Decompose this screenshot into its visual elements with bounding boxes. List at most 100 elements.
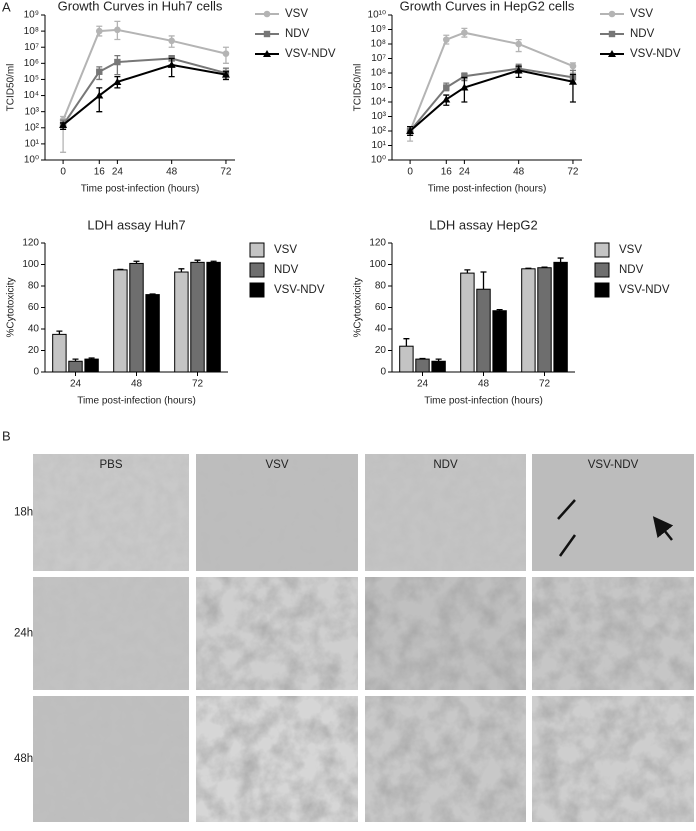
- chart-title: Growth Curves in HepG2 cells: [400, 0, 575, 13]
- x-tick-label: 72: [220, 167, 232, 178]
- panel-label: A: [2, 0, 11, 14]
- legend-label: VSV-NDV: [285, 48, 336, 60]
- y-tick-label: 80: [28, 281, 40, 292]
- bar: [399, 345, 414, 373]
- y-tick-label: 10⁷: [24, 42, 39, 53]
- y-axis-label: %Cytotoxicity: [6, 277, 17, 337]
- marker: [168, 37, 175, 45]
- micrograph-texture: [196, 454, 358, 571]
- legend-swatch: [249, 282, 265, 298]
- y-tick-label: 10¹: [372, 140, 387, 151]
- micrograph-texture: [33, 454, 189, 571]
- y-axis-label: %Cytotoxicity: [353, 277, 364, 337]
- series-line: [409, 31, 574, 132]
- column-label: VSV: [265, 459, 288, 471]
- y-tick-label: 0: [380, 367, 386, 378]
- micrograph-texture: [532, 577, 694, 690]
- marker: [222, 50, 230, 57]
- bar: [415, 358, 430, 373]
- x-tick-label: 24: [417, 379, 429, 390]
- column-label: PBS: [99, 459, 122, 471]
- error-bar: [464, 269, 471, 274]
- marker: [167, 60, 176, 68]
- y-tick-label: 10⁴: [24, 90, 39, 101]
- micrograph-texture: [196, 577, 358, 690]
- y-tick-label: 80: [375, 281, 387, 292]
- column-label: VSV-NDV: [588, 459, 639, 471]
- error-bar: [96, 87, 103, 113]
- legend-label: VSV: [619, 244, 642, 256]
- legend-label: VSV: [285, 8, 308, 20]
- bar: [190, 261, 205, 373]
- y-tick-label: 10²: [25, 122, 40, 133]
- legend-swatch: [594, 242, 610, 258]
- y-tick-label: 10⁸: [24, 26, 39, 37]
- y-tick-label: 20: [375, 345, 387, 356]
- y-tick-label: 10⁹: [371, 24, 386, 35]
- series-line: [62, 57, 227, 126]
- y-tick-label: 10⁷: [371, 53, 386, 64]
- bar: [174, 271, 189, 373]
- bar: [113, 269, 128, 373]
- marker: [442, 36, 450, 43]
- x-tick-label: 72: [192, 379, 204, 390]
- legend-label: NDV: [285, 28, 310, 40]
- x-tick-label: 0: [407, 167, 413, 178]
- marker: [406, 127, 415, 134]
- x-axis-label: Time post-infection (hours): [424, 396, 543, 407]
- marker: [95, 91, 104, 99]
- legend-label: NDV: [630, 28, 655, 40]
- x-tick-label: 72: [539, 379, 551, 390]
- y-tick-label: 10⁹: [24, 10, 39, 21]
- error-bar: [557, 257, 564, 263]
- marker: [59, 120, 68, 128]
- bar: [431, 360, 446, 373]
- y-tick-label: 40: [375, 324, 387, 335]
- legend-label: VSV: [274, 244, 297, 256]
- chart: Growth Curves in HepG2 cells Time post-in…: [353, 0, 681, 195]
- chart: Growth Curves in Huh7 cells Time post-inf…: [6, 0, 336, 195]
- bar: [206, 261, 221, 373]
- micrograph-texture: [365, 577, 526, 690]
- bar: [476, 288, 491, 373]
- marker: [114, 58, 121, 66]
- micrograph-texture: [33, 577, 189, 690]
- x-axis-label: Time post-infection (hours): [77, 396, 196, 407]
- bar: [492, 310, 507, 373]
- y-tick-label: 10³: [25, 106, 40, 117]
- legend-label: VSV-NDV: [619, 284, 670, 296]
- error-bar: [56, 330, 63, 335]
- marker: [263, 30, 271, 38]
- y-tick-label: 10⁶: [371, 68, 386, 79]
- micrograph-texture: [196, 696, 358, 822]
- marker: [114, 26, 121, 34]
- micrograph-texture: [33, 696, 189, 822]
- y-tick-label: 10⁵: [24, 74, 39, 85]
- chart: LDH assay Huh7 Time post-infection (hours…: [6, 217, 325, 406]
- legend-swatch: [249, 262, 265, 278]
- marker: [515, 40, 522, 48]
- y-tick-label: 10⁰: [24, 155, 39, 166]
- legend-swatch: [249, 242, 265, 258]
- y-tick-label: 20: [28, 345, 40, 356]
- row-label: 18h: [14, 507, 33, 519]
- y-tick-label: 10⁵: [371, 82, 386, 93]
- y-tick-label: 40: [28, 324, 40, 335]
- error-bar: [403, 338, 410, 347]
- marker: [608, 10, 616, 18]
- marker: [460, 83, 469, 91]
- y-tick-label: 10⁸: [371, 39, 386, 50]
- marker: [608, 30, 616, 38]
- row-label: 48h: [14, 753, 33, 765]
- marker: [221, 70, 230, 78]
- y-tick-label: 10¹: [25, 139, 40, 150]
- x-tick-label: 48: [478, 379, 490, 390]
- marker: [461, 29, 468, 37]
- x-tick-label: 48: [166, 167, 178, 178]
- marker: [263, 10, 271, 18]
- micrograph-texture: [532, 454, 694, 571]
- marker: [461, 73, 468, 80]
- x-tick-label: 48: [513, 167, 525, 178]
- x-tick-label: 72: [567, 167, 579, 178]
